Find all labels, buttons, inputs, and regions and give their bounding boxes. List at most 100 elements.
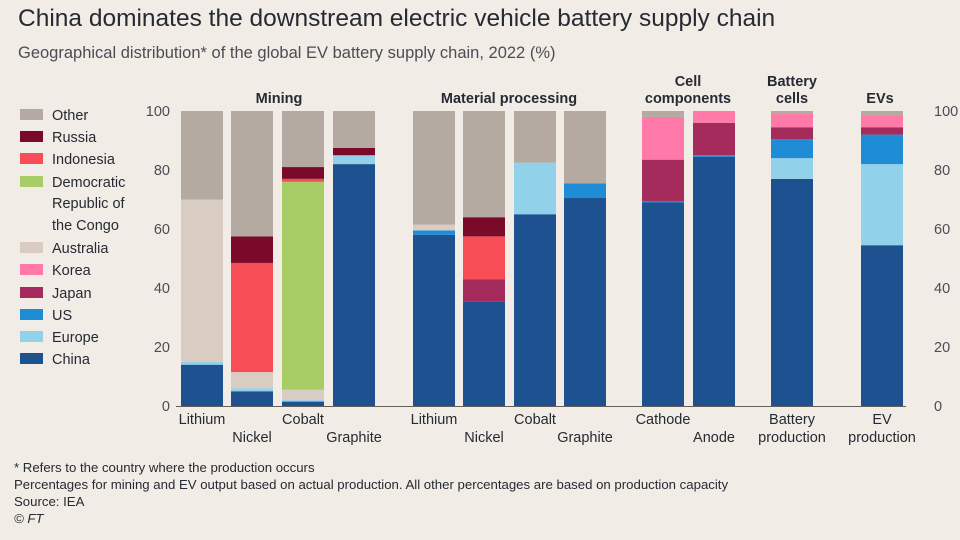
bar-evs-ev-production <box>861 111 903 406</box>
bar-segment-us <box>771 139 813 159</box>
bar-segment-europe <box>514 162 556 215</box>
bar-segment-europe <box>771 158 813 179</box>
y-tick-label-right: 40 <box>934 281 950 297</box>
bar-segment-china <box>564 198 606 406</box>
legend-swatch <box>20 264 43 276</box>
legend-label: Korea <box>52 263 91 280</box>
bar-segment-us <box>693 155 735 157</box>
bar-segment-indonesia <box>231 262 273 373</box>
bar-segment-other <box>413 111 455 225</box>
chart-title: China dominates the downstream electric … <box>18 5 776 32</box>
bar-segment-china <box>282 401 324 406</box>
group-title: Cell <box>675 74 702 90</box>
bar-segment-australia <box>181 199 223 362</box>
category-label: Cobalt <box>514 412 556 428</box>
category-label: production <box>758 430 826 446</box>
bar-segment-korea <box>861 115 903 128</box>
bar-mining-lithium <box>181 111 223 406</box>
legend-label: Australia <box>52 241 109 258</box>
legend-swatch <box>20 308 43 320</box>
footnote-methodology: Percentages for mining and EV output bas… <box>14 477 729 492</box>
bar-segment-us <box>861 134 903 165</box>
bar-segment-other <box>861 111 903 116</box>
y-tick-label-right: 20 <box>934 340 950 356</box>
legend-label: Republic of <box>52 196 125 213</box>
bar-segment-europe <box>861 164 903 246</box>
legend-swatch <box>20 330 43 342</box>
y-tick-label-left: 20 <box>154 340 170 356</box>
legend-label: Other <box>52 108 89 124</box>
bar-segment-korea <box>642 116 684 160</box>
bar-segment-australia <box>413 224 455 231</box>
bar-segment-china <box>514 214 556 406</box>
bar-segment-europe <box>333 155 375 165</box>
bar-segment-china <box>181 364 223 406</box>
y-tick-label-left: 0 <box>162 399 170 415</box>
bar-segment-us <box>642 200 684 203</box>
bar-cell-components-anode <box>693 111 735 406</box>
bar-segment-china <box>693 156 735 406</box>
bar-segment-china <box>771 178 813 406</box>
bar-segment-korea <box>693 111 735 123</box>
bar-material-processing-lithium <box>413 111 455 406</box>
category-label: Nickel <box>464 430 503 446</box>
category-label: Lithium <box>179 412 226 428</box>
footnote-source: Source: IEA <box>14 494 85 509</box>
bar-segment-europe <box>231 388 273 392</box>
bar-segment-other <box>564 111 606 184</box>
bar-segment-japan <box>861 127 903 135</box>
bar-segment-china <box>463 301 505 406</box>
legend-label: Europe <box>52 329 99 346</box>
category-label: Cathode <box>636 412 691 428</box>
chart-subtitle: Geographical distribution* of the global… <box>18 44 556 62</box>
bar-segment-russia <box>333 147 375 156</box>
bar-segment-russia <box>231 236 273 263</box>
bar-segment-other <box>181 111 223 200</box>
bar-segment-japan <box>463 279 505 302</box>
y-tick-label-right: 60 <box>934 222 950 238</box>
category-label: EV <box>872 412 892 428</box>
legend-label: China <box>52 352 90 369</box>
bar-cell-components-cathode <box>642 111 684 406</box>
bar-material-processing-nickel <box>463 111 505 406</box>
legend-swatch <box>20 286 43 298</box>
category-label: Battery <box>769 412 816 428</box>
bar-mining-graphite <box>333 111 375 406</box>
bar-segment-korea <box>771 113 813 128</box>
y-tick-label-left: 100 <box>146 104 170 120</box>
bar-segment-other <box>771 111 813 114</box>
category-label: Graphite <box>326 430 382 446</box>
bar-segment-russia <box>463 217 505 237</box>
credit: © FT <box>14 511 44 526</box>
bar-segment-us <box>413 230 455 235</box>
category-label: Cobalt <box>282 412 324 428</box>
legend-swatch <box>20 109 43 120</box>
legend-label: Indonesia <box>52 152 115 169</box>
category-label: Nickel <box>232 430 271 446</box>
group-title: Battery <box>767 74 817 90</box>
legend-label: Democratic <box>52 174 126 191</box>
y-tick-label-right: 0 <box>934 399 942 415</box>
group-title: cells <box>776 91 808 107</box>
legend-swatch <box>20 175 43 187</box>
bar-segment-indonesia <box>463 236 505 280</box>
bar-segment-other <box>642 111 684 117</box>
group-title: Mining <box>256 91 303 107</box>
legend-swatch <box>20 131 43 143</box>
bar-battery-cells-battery-production <box>771 111 813 406</box>
footnote-definition: * Refers to the country where the produc… <box>14 460 315 475</box>
category-label: Anode <box>693 430 735 446</box>
group-title: components <box>645 91 731 107</box>
bar-segment-europe <box>282 400 324 402</box>
legend-swatch <box>20 153 43 165</box>
legend-label: US <box>52 307 73 324</box>
legend-label: the Congo <box>52 217 119 234</box>
bar-segment-russia <box>282 167 324 179</box>
group-title: EVs <box>866 91 893 107</box>
category-label: Graphite <box>557 430 613 446</box>
bar-mining-cobalt <box>282 111 324 406</box>
category-label: Lithium <box>411 412 458 428</box>
y-tick-label-right: 100 <box>934 104 958 120</box>
bar-segment-democratic-republic-of-the-congo <box>282 181 324 390</box>
